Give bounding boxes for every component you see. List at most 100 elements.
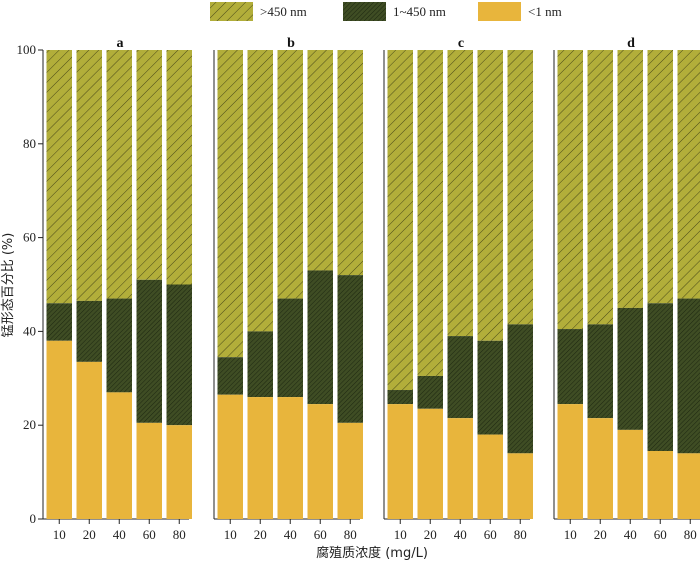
- bar-segment-gt450: [277, 50, 303, 299]
- legend-swatch-gt450: [210, 2, 253, 21]
- bar-segment-1-450: [337, 275, 363, 423]
- x-tick-label: 10: [224, 527, 237, 542]
- bar-segment-1-450: [46, 303, 72, 341]
- bar-segment-1-450: [106, 298, 132, 393]
- bar-segment-gt450: [247, 50, 273, 332]
- bar-segment-gt450: [46, 50, 72, 304]
- legend-item-gt450: >450 nm: [210, 2, 307, 21]
- y-tick-label: 20: [23, 417, 36, 432]
- bar-segment-1-450: [507, 324, 533, 454]
- legend-label-gt450: >450 nm: [260, 4, 307, 19]
- legend-swatch-lt1: [478, 2, 521, 21]
- y-axis-title: 锰形态百分比 (%): [1, 233, 16, 338]
- x-tick-label: 80: [514, 527, 527, 542]
- bar-segment-lt1: [647, 450, 673, 519]
- x-tick-label: 80: [173, 527, 186, 542]
- bar-segment-gt450: [447, 50, 473, 337]
- y-ticks: 0 20 40 60 80 100: [17, 42, 43, 526]
- legend-item-1-450: 1~450 nm: [343, 2, 446, 21]
- bar-segment-lt1: [337, 422, 363, 519]
- bar-segment-gt450: [507, 50, 533, 325]
- bar-segment-lt1: [247, 397, 273, 519]
- x-axis-title: 腐殖质浓度 (mg/L): [316, 545, 428, 561]
- x-tick-label: 10: [53, 527, 66, 542]
- legend-item-lt1: <1 nm: [478, 2, 562, 21]
- bar-segment-lt1: [307, 404, 333, 519]
- y-tick-label: 60: [23, 230, 36, 245]
- x-tick-label: 10: [394, 527, 407, 542]
- x-tick-label: 10: [564, 527, 577, 542]
- bar-segment-gt450: [106, 50, 132, 299]
- panels: 10 20 40 60 80 a 10 20 40 60 80 b 10 20 40 60 80 c 10 20 40 6…: [43, 36, 700, 542]
- bar-segment-lt1: [277, 397, 303, 519]
- bar-segment-gt450: [587, 50, 613, 325]
- bar-segment-lt1: [387, 404, 413, 519]
- panel-d: 10 20 40 60 80 d: [553, 36, 700, 542]
- legend: >450 nm 1~450 nm <1 nm: [210, 2, 562, 21]
- x-tick-label: 60: [314, 527, 327, 542]
- bar-segment-lt1: [166, 425, 192, 519]
- panel-c: 10 20 40 60 80 c: [383, 36, 533, 542]
- y-tick-label: 40: [23, 323, 36, 338]
- bar-segment-lt1: [46, 340, 72, 519]
- legend-label-lt1: <1 nm: [528, 4, 562, 19]
- bar-segment-1-450: [76, 300, 102, 362]
- legend-swatch-1-450: [343, 2, 386, 21]
- panel-label-d: d: [627, 36, 635, 51]
- panel-label-a: a: [117, 36, 124, 51]
- panel-label-b: b: [287, 36, 295, 51]
- bar-segment-1-450: [217, 357, 243, 395]
- x-tick-label: 80: [344, 527, 357, 542]
- bar-segment-1-450: [647, 303, 673, 451]
- y-axis: 0 20 40 60 80 100 锰形态百分比 (%): [1, 42, 44, 526]
- bar-segment-gt450: [136, 50, 162, 280]
- bar-segment-1-450: [417, 375, 443, 409]
- y-tick-label: 80: [23, 136, 36, 151]
- bar-segment-lt1: [447, 418, 473, 519]
- bar-segment-gt450: [307, 50, 333, 271]
- bar-segment-gt450: [337, 50, 363, 276]
- bar-segment-lt1: [76, 361, 102, 519]
- bar-segment-lt1: [617, 429, 643, 519]
- x-tick-label: 40: [454, 527, 467, 542]
- bar-segment-lt1: [417, 408, 443, 519]
- bar-segment-1-450: [477, 340, 503, 435]
- x-tick-label: 20: [254, 527, 267, 542]
- bar-segment-1-450: [307, 270, 333, 405]
- bar-segment-gt450: [647, 50, 673, 304]
- x-tick-label: 40: [624, 527, 637, 542]
- bar-segment-1-450: [166, 284, 192, 426]
- bar-segment-1-450: [587, 324, 613, 419]
- legend-label-1-450: 1~450 nm: [393, 4, 446, 19]
- panel-a: 10 20 40 60 80 a: [43, 36, 192, 542]
- y-tick-label: 0: [30, 511, 37, 526]
- bar-segment-gt450: [677, 50, 700, 299]
- bar-segment-1-450: [387, 390, 413, 405]
- x-tick-label: 40: [284, 527, 297, 542]
- x-tick-label: 60: [143, 527, 156, 542]
- bar-segment-gt450: [387, 50, 413, 391]
- bar-segment-lt1: [136, 422, 162, 519]
- panel-b: 10 20 40 60 80 b: [213, 36, 363, 542]
- bar-segment-lt1: [477, 434, 503, 519]
- bar-segment-gt450: [617, 50, 643, 308]
- x-tick-label: 20: [594, 527, 607, 542]
- x-tick-label: 60: [484, 527, 497, 542]
- bar-segment-1-450: [617, 307, 643, 430]
- bar-segment-1-450: [677, 298, 700, 454]
- bar-segment-1-450: [557, 329, 583, 405]
- y-tick-label: 100: [17, 42, 37, 57]
- bar-segment-lt1: [106, 392, 132, 519]
- bar-segment-gt450: [76, 50, 102, 301]
- bar-segment-lt1: [587, 418, 613, 519]
- bar-segment-lt1: [677, 453, 700, 519]
- bar-segment-1-450: [136, 279, 162, 423]
- bar-segment-gt450: [477, 50, 503, 341]
- x-tick-label: 80: [684, 527, 697, 542]
- x-tick-label: 20: [83, 527, 96, 542]
- bar-segment-lt1: [507, 453, 533, 519]
- bar-segment-gt450: [417, 50, 443, 376]
- x-tick-label: 60: [654, 527, 667, 542]
- bar-segment-lt1: [217, 394, 243, 519]
